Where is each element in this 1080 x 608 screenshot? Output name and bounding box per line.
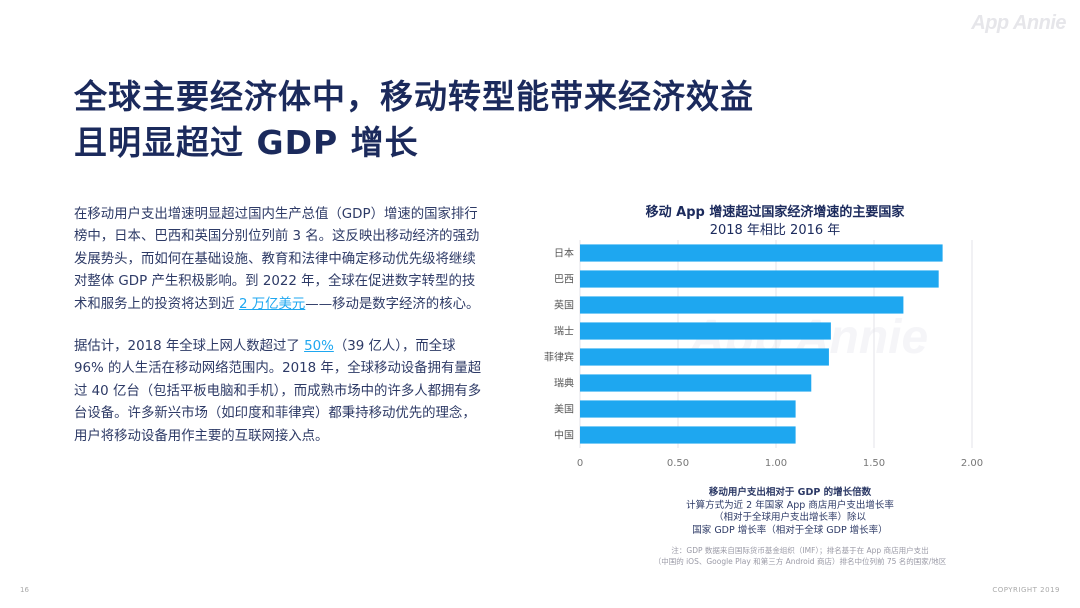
y-category-label: 菲律宾 (544, 351, 574, 364)
link-2-trillion[interactable]: 2 万亿美元 (238, 296, 306, 312)
chart-title: 移动 App 增速超过国家经济增速的主要国家 (645, 205, 905, 220)
bar-2 (580, 296, 904, 314)
x-axis-detail-2: （相对于全球用户支出增长率）除以 (713, 512, 866, 523)
paragraph-2: 据估计，2018 年全球上网人数超过了 50%（39 亿人），而全球 96% 的… (74, 336, 484, 448)
body-text: 在移动用户支出增速明显超过国内生产总值（GDP）增速的国家排行榜中，日本、巴西和… (74, 204, 484, 468)
y-category-label: 巴西 (554, 274, 574, 286)
x-tick-label: 0.50 (667, 458, 689, 469)
app-annie-logo: App Annie (971, 12, 1066, 34)
bar-4 (580, 348, 829, 366)
paragraph-1: 在移动用户支出增速明显超过国内生产总值（GDP）增速的国家排行榜中，日本、巴西和… (74, 204, 484, 316)
x-axis-caption: 移动用户支出相对于 GDP 的增长倍数 计算方式为近 2 年国家 App 商店用… (600, 487, 980, 537)
bar-5 (580, 374, 812, 392)
title-line-1: 全球主要经济体中，移动转型能带来经济效益 (74, 77, 754, 116)
text: 据估计，2018 年全球上网人数超过了 (74, 339, 305, 355)
y-category-label: 日本 (554, 247, 574, 260)
text: 在移动用户支出增速明显超过国内生产总值（GDP）增速的国家排行榜中，日本、巴西和… (74, 207, 480, 312)
y-category-label: 瑞典 (554, 377, 574, 390)
chart-note: 注：GDP 数据来自国际货币基金组织（IMF）；排名基于在 App 商店用户支出… (600, 545, 1000, 567)
copyright: COPYRIGHT 2019 (992, 586, 1060, 594)
bar-7 (580, 426, 796, 444)
bar-3 (580, 322, 831, 340)
y-category-label: 美国 (554, 403, 574, 416)
chart-subtitle: 2018 年相比 2016 年 (709, 223, 841, 238)
link-50-percent[interactable]: 50% (304, 339, 334, 355)
text: ——移动是数字经济的核心。 (305, 296, 480, 312)
y-category-label: 瑞士 (554, 325, 574, 338)
chart-header: 移动 App 增速超过国家经济增速的主要国家 2018 年相比 2016 年 (560, 204, 990, 240)
y-category-label: 英国 (554, 299, 574, 312)
x-axis-label: 移动用户支出相对于 GDP 的增长倍数 (708, 487, 872, 498)
x-axis-detail-3: 国家 GDP 增长率（相对于全球 GDP 增长率） (692, 524, 888, 536)
x-tick-label: 1.50 (863, 458, 885, 469)
note-line-1: 注：GDP 数据来自国际货币基金组织（IMF）；排名基于在 App 商店用户支出 (671, 546, 929, 555)
y-category-label: 中国 (554, 429, 574, 442)
x-tick-label: 1.00 (765, 458, 787, 469)
page-number: 16 (20, 586, 29, 594)
page-title: 全球主要经济体中，移动转型能带来经济效益 且明显超过 GDP 增长 (74, 74, 754, 166)
text: （39 亿人），而全球 96% 的人生活在移动网络范围内。2018 年，全球移动… (74, 339, 482, 444)
bar-0 (580, 244, 943, 262)
bar-6 (580, 400, 796, 418)
bar-1 (580, 270, 939, 288)
x-axis-detail-1: 计算方式为近 2 年国家 App 商店用户支出增长率 (686, 499, 894, 511)
x-tick-label: 2.00 (961, 458, 983, 469)
note-line-2: （中国的 iOS、Google Play 和第三方 Android 商店）排名中… (653, 557, 947, 566)
title-line-2: 且明显超过 GDP 增长 (74, 123, 419, 162)
x-tick-label: 0 (577, 458, 583, 469)
